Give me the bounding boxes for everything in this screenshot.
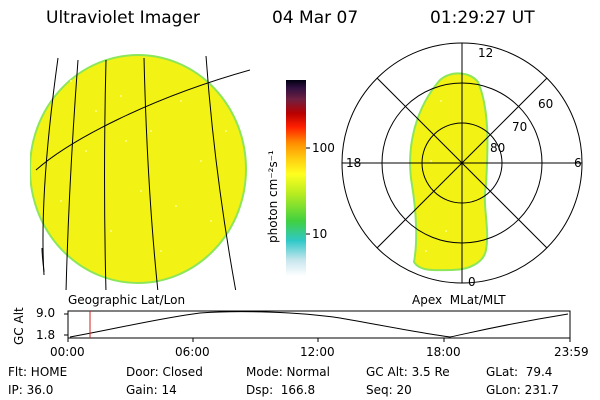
xtick-2359: 23:59 — [554, 345, 589, 359]
mlt-label-6: 6 — [574, 156, 582, 170]
mode-status: Mode: Normal — [246, 365, 330, 379]
mlat-label-80: 80 — [490, 141, 506, 155]
xtick-0600: 06:00 — [175, 345, 210, 359]
mlt-label-18: 18 — [346, 156, 362, 170]
altitude-yticks — [64, 313, 68, 336]
altitude-ylabel: GC Alt — [12, 307, 26, 345]
altitude-ytick-9: 9.0 — [36, 306, 56, 320]
geographic-image — [30, 54, 250, 290]
altitude-xticks — [67, 338, 571, 342]
ip-value: IP: 36.0 — [8, 383, 54, 397]
colorbar-ticks — [306, 147, 310, 235]
mlt-label-0: 0 — [468, 275, 476, 289]
geo-longitude: GLon: 231.7 — [486, 383, 559, 397]
door-status: Door: Closed — [126, 365, 203, 379]
mlt-label-12: 12 — [478, 46, 494, 60]
earth-disk — [30, 54, 247, 284]
dsp-value: Dsp: 166.8 — [246, 383, 316, 397]
mlat-label-60: 60 — [538, 97, 554, 111]
lat-lon-grid — [35, 55, 250, 290]
polar-grid — [341, 42, 583, 284]
sequence-value: Seq: 20 — [366, 383, 412, 397]
colorbar-unit-label: photon cm⁻²s⁻¹ — [266, 150, 280, 243]
colorbar-tick-10: 10 — [312, 227, 328, 241]
xtick-0000: 00:00 — [50, 345, 85, 359]
xtick-1800: 18:00 — [426, 345, 461, 359]
flight-status: Flt: HOME — [8, 365, 68, 379]
gain-value: Gain: 14 — [126, 383, 177, 397]
time-label: 01:29:27 UT — [430, 8, 535, 28]
mlat-label-70: 70 — [512, 120, 528, 134]
colorbar — [286, 80, 306, 276]
oval-texture — [425, 100, 472, 252]
altitude-ytick-1-8: 1.8 — [36, 328, 56, 342]
apex-caption: Apex MLat/MLT — [412, 293, 506, 307]
altitude-curve — [69, 311, 569, 338]
gc-altitude: GC Alt: 3.5 Re — [366, 365, 450, 379]
auroral-oval — [409, 72, 489, 272]
polar-image — [409, 72, 489, 272]
geo-latitude: GLat: 79.4 — [486, 365, 553, 379]
xtick-1200: 12:00 — [300, 345, 335, 359]
colorbar-tick-100: 100 — [312, 141, 335, 155]
disk-texture — [60, 80, 227, 252]
geographic-caption: Geographic Lat/Lon — [68, 293, 186, 307]
date-label: 04 Mar 07 — [272, 8, 359, 28]
app-title: Ultraviolet Imager — [46, 8, 200, 28]
